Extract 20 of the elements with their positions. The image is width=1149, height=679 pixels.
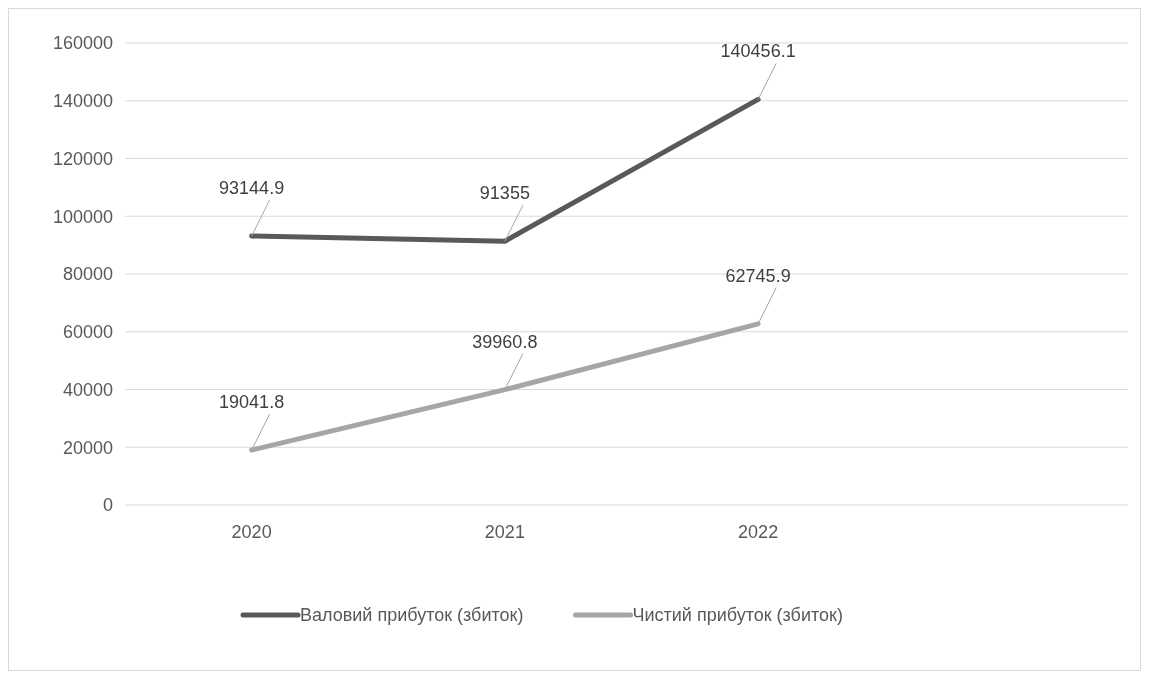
y-tick-label: 120000 — [52, 148, 113, 169]
x-tick-label: 2022 — [738, 522, 779, 542]
y-tick-label: 40000 — [62, 379, 113, 400]
data-label: 140456.1 — [720, 41, 796, 62]
y-tick-label: 160000 — [52, 33, 113, 54]
legend-label: Валовий прибуток (збиток) — [300, 605, 524, 626]
x-tick-label: 2020 — [231, 522, 272, 542]
y-tick-label: 100000 — [52, 206, 113, 227]
y-tick-label: 0 — [102, 495, 113, 516]
data-label: 93144.9 — [219, 178, 285, 199]
x-tick-label: 2021 — [484, 522, 525, 542]
y-tick-label: 80000 — [62, 264, 113, 285]
y-tick-label: 60000 — [62, 322, 113, 343]
data-label: 39960.8 — [472, 331, 538, 352]
legend-label: Чистий прибуток (збиток) — [632, 605, 843, 626]
data-label: 62745.9 — [725, 265, 791, 286]
y-tick-label: 140000 — [52, 91, 113, 112]
y-tick-label: 20000 — [62, 437, 113, 458]
data-label: 91355 — [479, 183, 530, 204]
data-label: 19041.8 — [219, 392, 285, 413]
